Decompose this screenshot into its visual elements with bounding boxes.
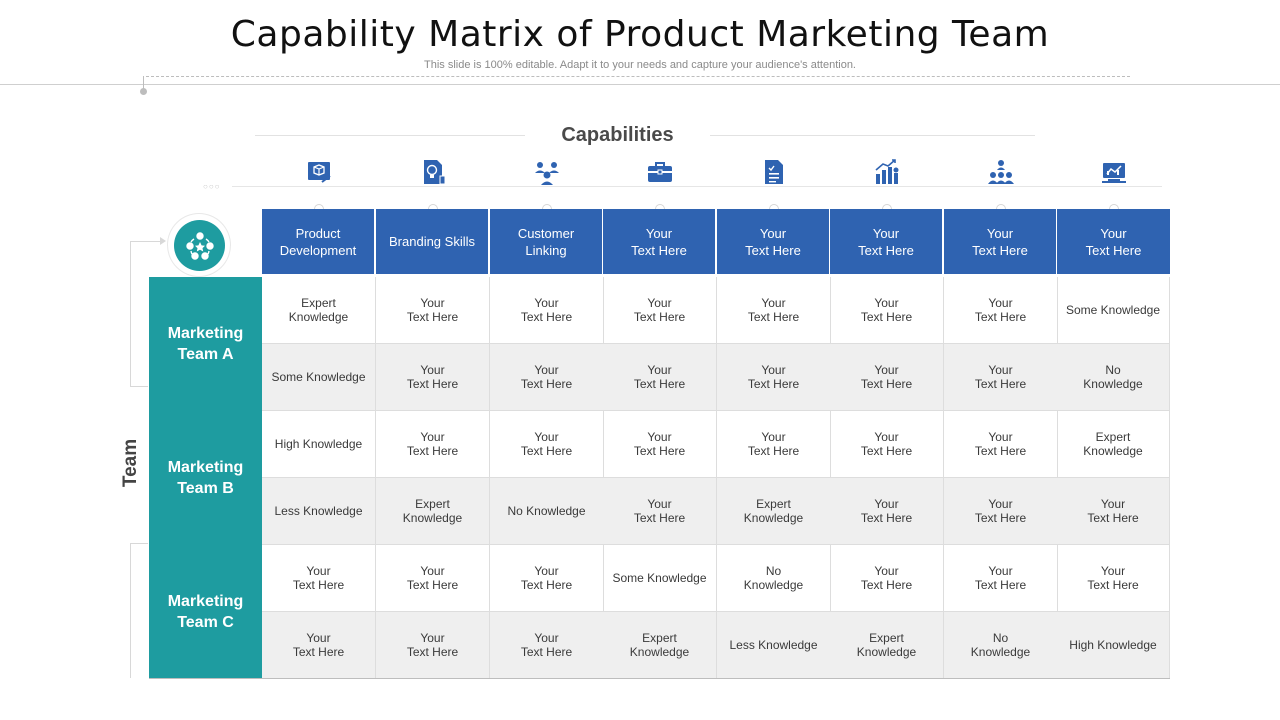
document-list-icon [760, 158, 788, 186]
users-network-icon [533, 158, 561, 186]
matrix-cell: Your Text Here [944, 545, 1058, 612]
matrix-cell: Your Text Here [376, 344, 490, 411]
column-header: Branding Skills [376, 209, 488, 274]
briefcase-icon [646, 158, 674, 186]
matrix-cell: Your Text Here [1057, 478, 1170, 545]
matrix-cell: Some Knowledge [262, 344, 376, 411]
column-header: Product Development [262, 209, 374, 274]
team-axis-label: Team [120, 438, 141, 488]
table-bottom-rule [149, 678, 1170, 679]
matrix-cell: Expert Knowledge [376, 478, 490, 545]
matrix-cell: Your Text Here [603, 344, 717, 411]
matrix-cell: Your Text Here [376, 545, 490, 612]
matrix-cell: Your Text Here [490, 612, 604, 679]
org-chart-icon [987, 158, 1015, 186]
column-header: Your Text Here [603, 209, 715, 274]
monitor-chart-icon [1100, 158, 1128, 186]
matrix-cell: Your Text Here [376, 277, 490, 344]
column-header: Customer Linking [490, 209, 602, 274]
bar-chart-person-icon [873, 158, 901, 186]
column-header: Your Text Here [830, 209, 942, 274]
matrix-cell: Your Text Here [944, 344, 1058, 411]
matrix-cell: Less Knowledge [262, 478, 376, 545]
matrix-cell: High Knowledge [1057, 612, 1170, 679]
matrix-cell: No Knowledge [490, 478, 604, 545]
matrix-cell: Your Text Here [717, 411, 831, 478]
column-header: Your Text Here [944, 209, 1056, 274]
icon-row-dots: ○○○ [203, 182, 221, 191]
matrix-cell: Your Text Here [262, 545, 376, 612]
team-axis-tick-top [130, 386, 148, 387]
matrix-cell: Expert Knowledge [830, 612, 944, 679]
slide-title: Capability Matrix of Product Marketing T… [230, 14, 1050, 55]
capabilities-rule-left [255, 135, 525, 136]
matrix-cell: Your Text Here [1057, 545, 1170, 612]
divider-tick [143, 76, 144, 90]
matrix-cell: Your Text Here [944, 277, 1058, 344]
matrix-cell: No Knowledge [944, 612, 1058, 679]
icon-row-rule [232, 186, 1162, 187]
dashed-divider [146, 76, 1130, 77]
capabilities-rule-right [710, 135, 1035, 136]
matrix-cell: Your Text Here [944, 478, 1058, 545]
matrix-cell: Expert Knowledge [262, 277, 376, 344]
matrix-cell: Your Text Here [262, 612, 376, 679]
divider-dot [140, 88, 147, 95]
team-axis-arrow [160, 237, 166, 245]
team-row-header: Marketing Team C [149, 545, 262, 679]
matrix-cell: Your Text Here [830, 344, 944, 411]
team-row-header: Marketing Team A [149, 277, 262, 411]
matrix-cell: Your Text Here [376, 411, 490, 478]
matrix-cell: No Knowledge [1057, 344, 1170, 411]
matrix-cell: Your Text Here [830, 478, 944, 545]
matrix-cell: Your Text Here [944, 411, 1058, 478]
team-axis-tick-bottom [130, 543, 148, 544]
matrix-cell: Expert Knowledge [1057, 411, 1170, 478]
team-axis-line-top [130, 242, 131, 386]
team-network-icon [174, 220, 225, 271]
matrix-cell: High Knowledge [262, 411, 376, 478]
matrix-cell: Your Text Here [717, 277, 831, 344]
matrix-cell: Your Text Here [603, 478, 717, 545]
matrix-cell: Your Text Here [490, 545, 604, 612]
matrix-cell: Less Knowledge [717, 612, 831, 679]
team-axis-line-bottom [130, 543, 131, 678]
matrix-cell: Your Text Here [830, 411, 944, 478]
matrix-cell: Some Knowledge [1057, 277, 1170, 344]
matrix-cell: No Knowledge [717, 545, 831, 612]
lightbulb-document-icon [419, 158, 447, 186]
matrix-cell: Your Text Here [830, 277, 944, 344]
capabilities-heading: Capabilities [561, 124, 674, 146]
cube-chart-icon [305, 158, 333, 186]
slide-subtitle: This slide is 100% editable. Adapt it to… [424, 59, 856, 71]
matrix-cell: Your Text Here [603, 411, 717, 478]
header-divider [0, 84, 1280, 85]
team-axis-connector [130, 241, 164, 242]
team-row-header: Marketing Team B [149, 411, 262, 545]
matrix-cell: Your Text Here [717, 344, 831, 411]
column-header: Your Text Here [717, 209, 829, 274]
matrix-cell: Expert Knowledge [603, 612, 717, 679]
matrix-cell: Your Text Here [376, 612, 490, 679]
matrix-cell: Your Text Here [830, 545, 944, 612]
matrix-cell: Your Text Here [603, 277, 717, 344]
matrix-cell: Your Text Here [490, 344, 604, 411]
matrix-cell: Your Text Here [490, 277, 604, 344]
matrix-cell: Some Knowledge [603, 545, 717, 612]
matrix-cell: Expert Knowledge [717, 478, 831, 545]
column-header: Your Text Here [1057, 209, 1170, 274]
matrix-cell: Your Text Here [490, 411, 604, 478]
